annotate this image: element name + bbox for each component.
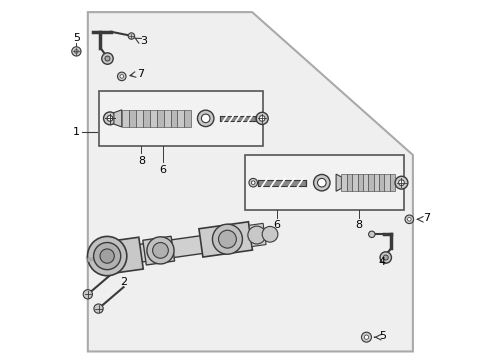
Bar <box>347 174 352 191</box>
Text: 7: 7 <box>137 69 144 79</box>
Polygon shape <box>114 110 122 127</box>
Circle shape <box>383 255 388 260</box>
Circle shape <box>102 53 113 64</box>
Polygon shape <box>199 222 252 257</box>
Bar <box>149 110 157 127</box>
Text: 1: 1 <box>73 127 80 137</box>
Bar <box>129 110 136 127</box>
Circle shape <box>107 116 113 121</box>
Bar <box>171 110 177 127</box>
Circle shape <box>248 226 266 244</box>
Bar <box>390 174 395 191</box>
Circle shape <box>259 116 265 121</box>
Bar <box>342 174 347 191</box>
Bar <box>177 110 184 127</box>
Circle shape <box>249 179 258 187</box>
Circle shape <box>118 72 126 81</box>
Circle shape <box>147 237 174 264</box>
Bar <box>98 91 263 146</box>
Text: 8: 8 <box>356 220 363 230</box>
Circle shape <box>74 50 78 53</box>
Circle shape <box>94 243 121 270</box>
Circle shape <box>405 215 414 224</box>
Bar <box>164 110 171 127</box>
Circle shape <box>201 114 210 123</box>
Bar <box>384 174 390 191</box>
Circle shape <box>120 75 123 78</box>
Circle shape <box>128 33 135 39</box>
Circle shape <box>318 179 326 187</box>
Bar <box>368 174 373 191</box>
Circle shape <box>213 224 243 254</box>
Circle shape <box>314 175 330 191</box>
Bar <box>245 155 404 210</box>
Circle shape <box>368 231 375 238</box>
Bar <box>220 116 256 121</box>
Bar <box>122 110 129 127</box>
Circle shape <box>362 332 371 342</box>
Bar <box>157 110 164 127</box>
Polygon shape <box>336 174 342 191</box>
Bar <box>184 110 192 127</box>
Text: 8: 8 <box>138 156 145 166</box>
Polygon shape <box>88 12 413 351</box>
Circle shape <box>262 226 278 242</box>
Circle shape <box>364 335 368 339</box>
Circle shape <box>152 243 169 258</box>
Circle shape <box>256 112 268 125</box>
Circle shape <box>398 180 404 185</box>
Circle shape <box>103 112 117 125</box>
Bar <box>373 174 379 191</box>
Text: 2: 2 <box>120 277 127 287</box>
Text: 3: 3 <box>140 36 147 46</box>
Polygon shape <box>101 229 252 267</box>
Bar <box>136 110 143 127</box>
Text: 5: 5 <box>73 33 80 43</box>
Circle shape <box>83 290 93 299</box>
Text: 5: 5 <box>379 332 386 342</box>
Bar <box>352 174 358 191</box>
Circle shape <box>197 110 214 127</box>
Circle shape <box>88 237 127 276</box>
Text: 4: 4 <box>378 257 385 267</box>
Circle shape <box>105 56 110 61</box>
Circle shape <box>100 249 114 263</box>
Bar <box>143 110 149 127</box>
Circle shape <box>380 252 392 263</box>
Polygon shape <box>100 237 143 275</box>
Polygon shape <box>143 236 174 265</box>
Polygon shape <box>249 223 266 247</box>
Circle shape <box>251 181 255 184</box>
Circle shape <box>395 176 408 189</box>
Bar <box>379 174 384 191</box>
Bar <box>363 174 368 191</box>
Text: 7: 7 <box>423 213 430 223</box>
Circle shape <box>408 217 411 221</box>
Text: 6: 6 <box>273 220 281 230</box>
Bar <box>258 180 306 185</box>
Circle shape <box>219 230 236 248</box>
Text: 6: 6 <box>159 165 166 175</box>
Circle shape <box>72 47 81 56</box>
Circle shape <box>94 304 103 313</box>
Bar <box>358 174 363 191</box>
